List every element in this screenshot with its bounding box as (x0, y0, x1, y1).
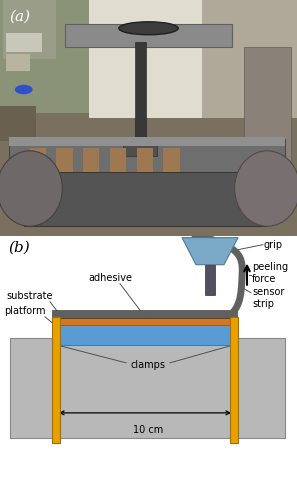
Text: clamps: clamps (130, 360, 165, 370)
Bar (244, 47, 291, 184)
Ellipse shape (235, 151, 297, 226)
Text: sensor
strip: sensor strip (252, 286, 284, 309)
Bar (110, 148, 126, 172)
Bar (52, 325, 237, 345)
Bar (24, 172, 267, 226)
Bar (52, 318, 237, 325)
Text: 10 cm: 10 cm (133, 425, 163, 435)
Ellipse shape (0, 151, 62, 226)
Bar (135, 42, 146, 146)
Bar (9, 137, 285, 146)
Bar (56, 148, 73, 172)
Text: substrate: substrate (7, 291, 53, 301)
Bar (30, 148, 46, 172)
Bar (6, 33, 42, 52)
Bar (137, 148, 153, 172)
Bar (10, 338, 285, 438)
Bar (123, 139, 157, 155)
Bar (65, 24, 232, 47)
Ellipse shape (15, 85, 33, 94)
Bar (202, 0, 297, 118)
Text: adhesive: adhesive (88, 273, 132, 282)
Text: platform: platform (4, 306, 46, 316)
Ellipse shape (119, 22, 178, 35)
Text: peeling
force: peeling force (252, 261, 288, 284)
Bar (163, 148, 180, 172)
Text: grip: grip (264, 240, 283, 249)
Bar (6, 54, 30, 70)
Bar (0, 106, 36, 141)
Bar (230, 317, 238, 443)
Bar (205, 265, 215, 295)
Text: (b): (b) (8, 241, 30, 255)
Polygon shape (182, 238, 238, 265)
Bar (9, 139, 285, 177)
Bar (52, 310, 237, 318)
Bar (0, 0, 113, 113)
Text: (a): (a) (9, 9, 30, 24)
Bar (83, 148, 99, 172)
Bar (89, 0, 202, 118)
Bar (52, 317, 60, 443)
Bar (3, 0, 56, 59)
